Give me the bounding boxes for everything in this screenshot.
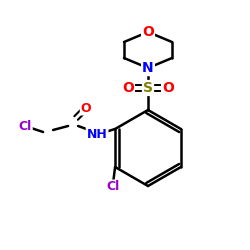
Text: S: S	[143, 81, 153, 95]
Text: N: N	[142, 61, 154, 75]
Text: NH: NH	[87, 128, 108, 140]
Text: Cl: Cl	[18, 120, 32, 132]
Text: N: N	[142, 61, 154, 75]
Text: Cl: Cl	[106, 180, 120, 194]
Text: O: O	[142, 25, 154, 39]
Text: O: O	[122, 81, 134, 95]
Text: O: O	[162, 81, 174, 95]
Text: O: O	[81, 102, 92, 114]
